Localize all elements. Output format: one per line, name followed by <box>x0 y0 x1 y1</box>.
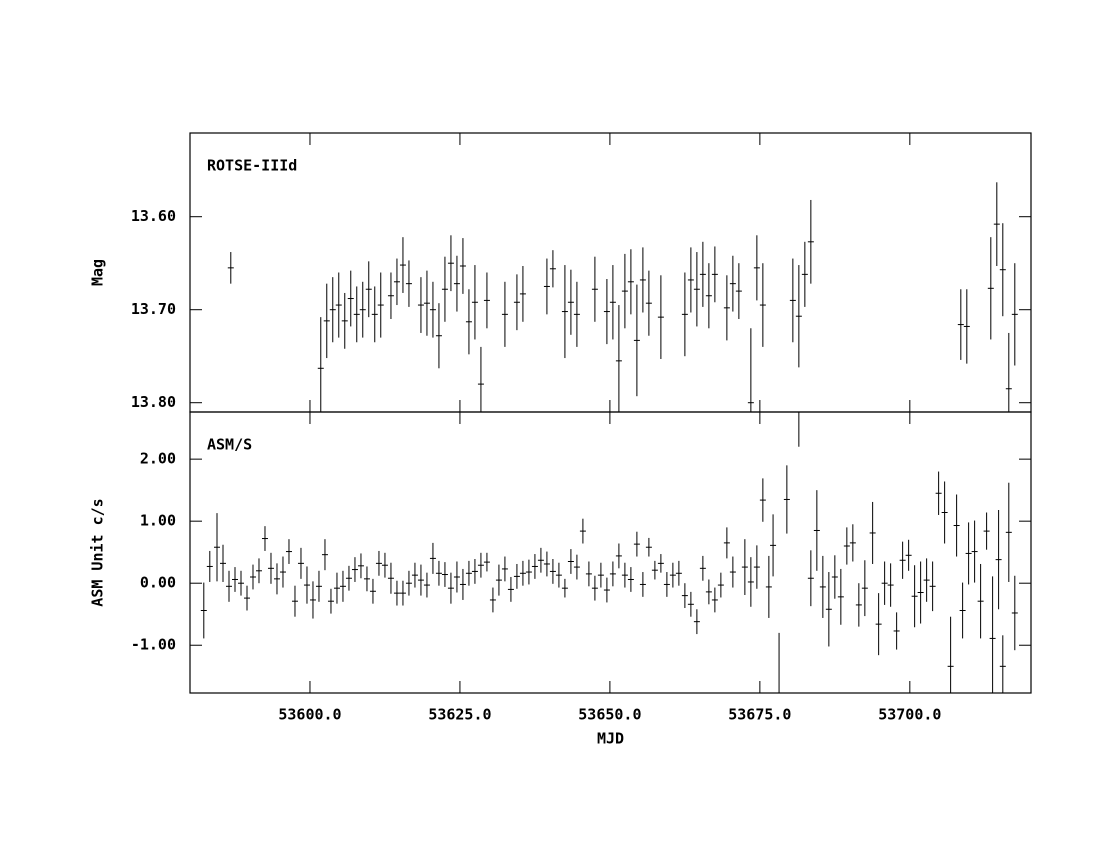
y-tick-label: 2.00 <box>140 450 176 468</box>
x-tick-label: 53675.0 <box>728 706 791 724</box>
x-tick-label: 53625.0 <box>428 706 491 724</box>
y-tick-label: -1.00 <box>131 636 176 654</box>
x-tick-label: 53700.0 <box>878 706 941 724</box>
panel-top-frame <box>189 132 1032 413</box>
x-tick-label: 53600.0 <box>278 706 341 724</box>
y-tick-label: 0.00 <box>140 574 176 592</box>
y-tick-label: 13.60 <box>131 207 176 225</box>
y-axis-label: ASM Unit c/s <box>89 498 107 606</box>
panel-label: ASM/S <box>207 436 252 454</box>
y-tick-label: 13.70 <box>131 300 176 318</box>
y-tick-label: 1.00 <box>140 512 176 530</box>
x-axis-label: MJD <box>597 730 624 748</box>
panel-top-marks <box>227 182 1018 412</box>
panel-label: ROTSE-IIId <box>207 157 297 175</box>
panel-bottom-frame <box>189 411 1032 694</box>
y-tick-label: 13.80 <box>131 393 176 411</box>
y-axis-label: Mag <box>89 259 107 286</box>
x-tick-label: 53650.0 <box>578 706 641 724</box>
panel-bottom-marks <box>200 412 1018 693</box>
